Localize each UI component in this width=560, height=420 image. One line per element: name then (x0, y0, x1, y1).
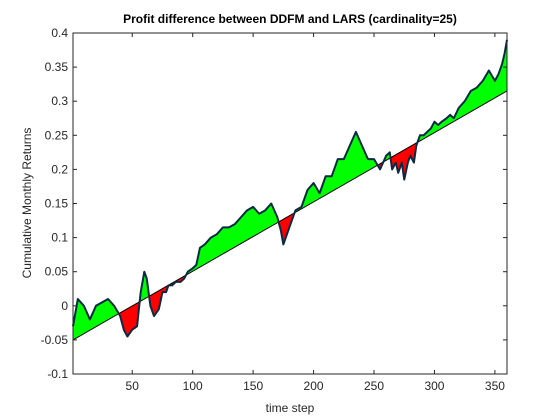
x-axis: 50 100 150 200 250 300 350 (126, 33, 505, 393)
underperformance-fill (149, 275, 187, 317)
y-tick-label: 0.1 (51, 231, 68, 245)
y-tick-label: 0.3 (51, 94, 68, 108)
x-tick-label: 300 (424, 379, 444, 393)
x-tick-label: 350 (485, 379, 505, 393)
y-tick-label: 0.25 (45, 128, 69, 142)
x-tick-label: 50 (126, 379, 140, 393)
outperformance-fill (294, 131, 378, 213)
y-tick-label: -0.05 (41, 333, 69, 347)
y-tick-label: 0.4 (51, 26, 68, 40)
y-axis-title: Cumulative Monthly Returns (20, 128, 34, 279)
chart-title: Profit difference between DDFM and LARS … (123, 12, 457, 26)
underperformance-fill (390, 142, 418, 180)
y-axis: -0.1 -0.05 0 0.05 0.1 0.15 0.2 0.25 0.3 0.35 0.4 (41, 26, 507, 381)
outperformance-fill (417, 39, 507, 143)
x-tick-label: 100 (183, 379, 203, 393)
outperformance-fill (186, 203, 279, 276)
x-axis-title: time step (266, 401, 315, 415)
y-tick-label: 0.15 (45, 197, 69, 211)
x-tick-label: 200 (304, 379, 324, 393)
y-tick-label: 0.35 (45, 60, 69, 74)
trend-line (72, 90, 508, 341)
x-tick-label: 250 (364, 379, 384, 393)
y-tick-label: 0.2 (51, 162, 68, 176)
y-tick-label: -0.1 (47, 367, 68, 381)
y-tick-label: 0.05 (45, 265, 69, 279)
y-tick-label: 0 (61, 299, 68, 313)
plot-background (73, 33, 507, 374)
x-tick-label: 150 (243, 379, 263, 393)
cumulative-return-line (72, 39, 508, 338)
